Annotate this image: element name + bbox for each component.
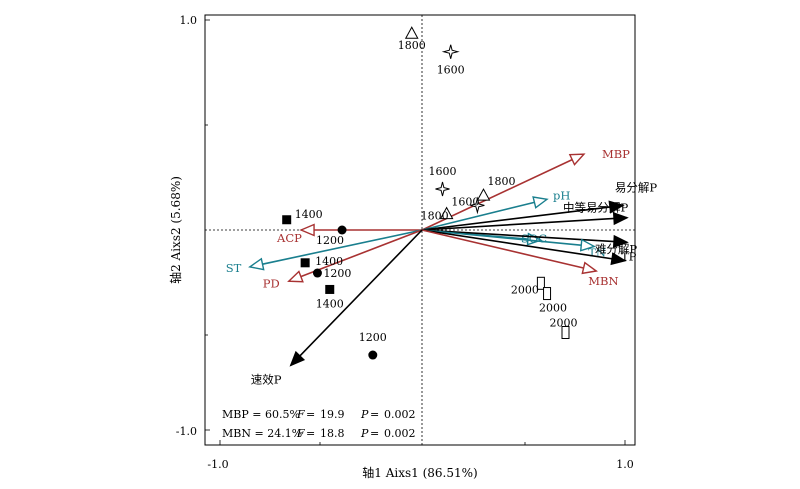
svg-text:F: F xyxy=(296,408,305,421)
vector-arrow xyxy=(421,229,626,262)
sample-point-triangle xyxy=(404,26,419,39)
sample-point-star xyxy=(441,44,460,59)
sample-point-star xyxy=(435,181,450,197)
vector-label: PD xyxy=(263,276,280,290)
sample-label: 1400 xyxy=(295,208,323,221)
sample-label: 1600 xyxy=(437,64,465,77)
sample-label: 1600 xyxy=(451,195,479,208)
vector-arrow xyxy=(421,198,548,231)
sample-point-triangle xyxy=(476,188,491,201)
svg-text:=: = xyxy=(306,427,315,440)
vector-label: TP xyxy=(621,249,637,263)
sample-point-circle xyxy=(337,225,347,235)
vector-arrowhead xyxy=(248,257,265,271)
sample-label: 1800 xyxy=(488,175,516,188)
vector-label: MBP xyxy=(602,147,630,161)
stats-var: MBN xyxy=(222,427,251,440)
samples-layer: 1800160018001600160018002000200020001400… xyxy=(282,26,578,360)
y-tick-bottom: -1.0 xyxy=(176,425,197,438)
stats-row: MBP = 60.5% xyxy=(222,408,300,421)
stats-p: 0.002 xyxy=(384,427,416,440)
vector-arrowhead xyxy=(532,196,549,209)
sample-point-circle xyxy=(312,268,322,278)
axis-ticks xyxy=(205,19,626,445)
vector-arrow xyxy=(288,229,423,282)
vector-label: ST xyxy=(226,261,242,275)
vector-arrowhead xyxy=(608,200,625,214)
vector-label: 中等易分解P xyxy=(563,201,628,215)
sample-point-star xyxy=(470,196,485,215)
sample-label: 1200 xyxy=(323,267,351,280)
vector-arrow xyxy=(421,229,597,272)
sample-point-triangle xyxy=(439,206,454,220)
svg-text:=: = xyxy=(306,408,315,421)
y-tick-top: 1.0 xyxy=(180,14,198,27)
vector-arrow xyxy=(421,229,595,248)
stats-pct: 24.1% xyxy=(267,427,302,440)
sample-label: 2000 xyxy=(539,302,567,315)
x-axis-title: 轴1 Aixs1 (86.51%) xyxy=(362,465,477,480)
sample-label: 2000 xyxy=(511,283,539,296)
svg-text:P: P xyxy=(360,408,369,421)
sample-point-square xyxy=(325,284,335,294)
vector-arrowhead xyxy=(581,261,598,275)
vector-label: 难分解P xyxy=(595,242,637,256)
sample-label: 2000 xyxy=(550,317,578,330)
sample-label: 1600 xyxy=(429,165,457,178)
x-tick-right: 1.0 xyxy=(616,458,634,471)
stats-pct: 60.5% xyxy=(265,408,300,421)
stats-p: 0.002 xyxy=(384,408,416,421)
vector-arrow xyxy=(249,229,423,268)
svg-text:P: P xyxy=(360,427,369,440)
svg-text:=: = xyxy=(370,427,379,440)
vector-label: 速效P xyxy=(251,372,282,386)
sample-label: 1800 xyxy=(398,39,426,52)
sample-point-circle xyxy=(368,350,378,360)
vector-arrowhead xyxy=(289,350,306,367)
vector-label: SOC xyxy=(521,231,547,245)
vector-arrowhead xyxy=(299,223,315,237)
sample-point-rect xyxy=(536,276,545,290)
sample-point-rect xyxy=(561,326,570,339)
sample-label: 1400 xyxy=(315,255,343,268)
vector-label: ACP xyxy=(276,231,302,245)
vector-arrowhead xyxy=(610,252,627,266)
stats-f: 19.9 xyxy=(320,408,345,421)
sample-label: 1200 xyxy=(359,331,387,344)
vector-arrowhead xyxy=(568,153,586,166)
vector-arrow xyxy=(421,229,628,244)
vector-arrowhead xyxy=(612,211,629,226)
vector-arrow xyxy=(421,204,623,231)
stats-row: MBN = 24.1% xyxy=(222,427,302,440)
y-axis-title: 轴2 Aixs2 (5.68%) xyxy=(168,176,183,284)
vector-arrowhead xyxy=(579,238,596,252)
sample-point-rect xyxy=(543,287,552,301)
sample-point-square xyxy=(282,215,292,225)
stats-f: 18.8 xyxy=(320,427,345,440)
sample-label: 1200 xyxy=(316,234,344,247)
stats-var: MBP xyxy=(222,408,249,421)
vector-arrowhead xyxy=(612,234,629,249)
vector-arrowhead xyxy=(287,270,304,283)
vector-arrow xyxy=(290,229,423,366)
vector-label: pH xyxy=(553,188,570,202)
stats-box: MBP = 60.5% F = 19.9 P = 0.002 MBN = 24.… xyxy=(222,408,416,440)
x-tick-left: -1.0 xyxy=(207,458,228,471)
sample-label: 1800 xyxy=(421,210,449,223)
svg-text:=: = xyxy=(370,408,379,421)
sample-point-square xyxy=(300,258,310,268)
vector-label: MBN xyxy=(588,274,618,288)
sample-label: 1400 xyxy=(316,297,344,310)
vector-arrow xyxy=(421,216,628,231)
svg-text:F: F xyxy=(296,427,305,440)
vector-label: 易分解P xyxy=(615,180,657,194)
